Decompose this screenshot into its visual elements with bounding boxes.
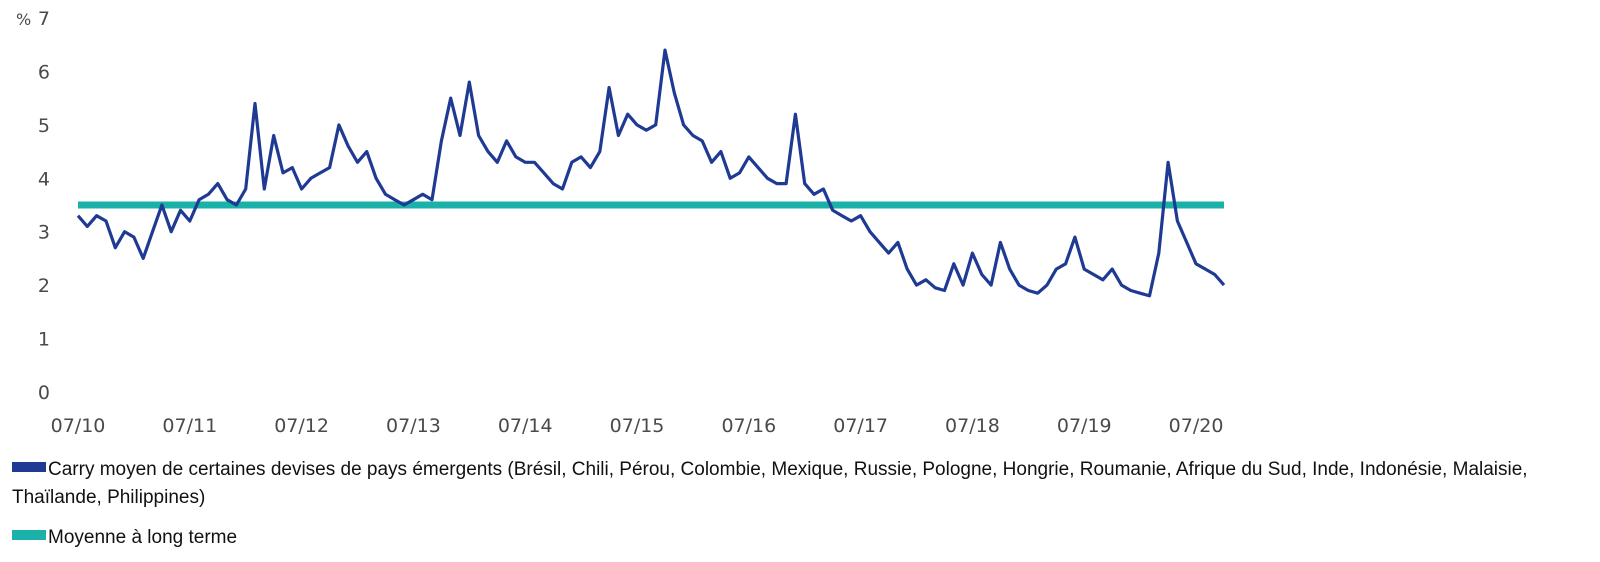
legend: Carry moyen de certaines devises de pays… [12,456,1592,552]
y-axis: 0 1 2 3 4 5 6 7% [16,8,50,404]
y-tick-label: 1 [38,329,50,351]
series-layer [76,48,1226,298]
x-tick-label: 07/12 [274,415,329,437]
x-tick-label: 07/17 [833,415,888,437]
legend-item-moyenne: Moyenne à long terme [12,524,1592,552]
series-line-carry [76,48,1226,298]
y-tick-label: 5 [38,115,50,137]
x-axis: 07/10 07/11 07/12 07/13 07/14 07/15 07/16 07/17… [51,415,1224,437]
chart: 0 1 2 3 4 5 6 7% 07/10 07/11 07/12 07/13 07/14 07/15… [16,8,1226,437]
x-tick-label: 07/11 [162,415,217,437]
y-tick-label: 7 [38,8,50,30]
x-tick-label: 07/13 [386,415,441,437]
legend-item-carry: Carry moyen de certaines devises de pays… [12,456,1592,512]
legend-swatch-carry [12,462,46,472]
legend-label-moyenne: Moyenne à long terme [48,527,238,548]
y-tick-label: 4 [38,168,50,190]
x-tick-label: 07/15 [610,415,665,437]
legend-label-carry: Carry moyen de certaines devises de pays… [12,459,1528,508]
x-tick-label: 07/18 [945,415,1000,437]
x-tick-label: 07/10 [51,415,106,437]
y-tick-label: 3 [38,222,50,244]
y-unit-label: % [16,10,31,29]
y-tick-label: 6 [38,61,50,83]
x-tick-label: 07/19 [1057,415,1112,437]
x-tick-label: 07/20 [1169,415,1224,437]
x-tick-label: 07/16 [721,415,776,437]
y-tick-label: 0 [38,382,50,404]
legend-swatch-moyenne [12,530,46,540]
x-tick-label: 07/14 [498,415,553,437]
y-tick-label: 2 [38,275,50,297]
